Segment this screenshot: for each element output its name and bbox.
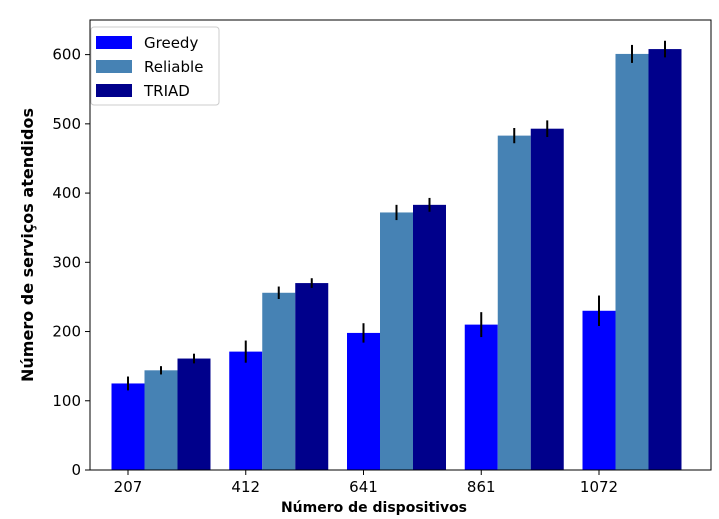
x-axis-title: Número de dispositivos — [281, 500, 467, 516]
bar-triad-641 — [413, 204, 446, 470]
bar-reliable-412 — [262, 292, 296, 470]
x-tick-label-641: 641 — [349, 478, 378, 496]
y-axis: 0 100 200 300 400 500 600 — [52, 46, 90, 479]
y-tick-label-100: 100 — [52, 392, 81, 410]
bar-reliable-641 — [380, 212, 413, 470]
error-bars-layer — [127, 40, 666, 391]
y-tick-label-500: 500 — [52, 115, 81, 133]
y-tick-label-300: 300 — [52, 253, 81, 271]
y-tick-label-400: 400 — [52, 184, 81, 202]
bar-greedy-412 — [229, 351, 263, 470]
bar-triad-861 — [530, 128, 564, 470]
legend-swatch-reliable — [96, 60, 132, 73]
bar-reliable-1072 — [615, 53, 649, 471]
bar-reliable-207 — [144, 370, 178, 470]
bar-greedy-1072 — [582, 310, 616, 470]
x-tick-label-412: 412 — [231, 478, 260, 496]
legend-label-greedy: Greedy — [144, 34, 198, 52]
bar-greedy-861 — [464, 324, 498, 470]
plot-frame — [89, 19, 712, 471]
bar-greedy-207 — [111, 383, 145, 470]
x-tick-label-207: 207 — [114, 478, 143, 496]
legend-label-triad: TRIAD — [143, 82, 190, 100]
y-tick-label-600: 600 — [52, 46, 81, 64]
legend-swatch-triad — [96, 84, 132, 97]
bar-reliable-861 — [497, 135, 531, 470]
x-axis: 207 412 641 861 1072 — [114, 470, 618, 496]
bars-layer — [111, 49, 682, 471]
bar-triad-207 — [177, 358, 211, 470]
bar-triad-412 — [295, 283, 329, 470]
y-tick-label-0: 0 — [71, 461, 81, 479]
x-tick-label-1072: 1072 — [580, 478, 618, 496]
legend-label-reliable: Reliable — [144, 58, 203, 76]
y-axis-title: Número de serviços atendidos — [18, 108, 37, 382]
bar-greedy-641 — [347, 332, 380, 470]
y-tick-label-200: 200 — [52, 323, 81, 341]
bar-triad-1072 — [648, 49, 682, 470]
legend: Greedy Reliable TRIAD — [90, 26, 220, 106]
x-tick-label-861: 861 — [467, 478, 496, 496]
legend-swatch-greedy — [96, 36, 132, 49]
